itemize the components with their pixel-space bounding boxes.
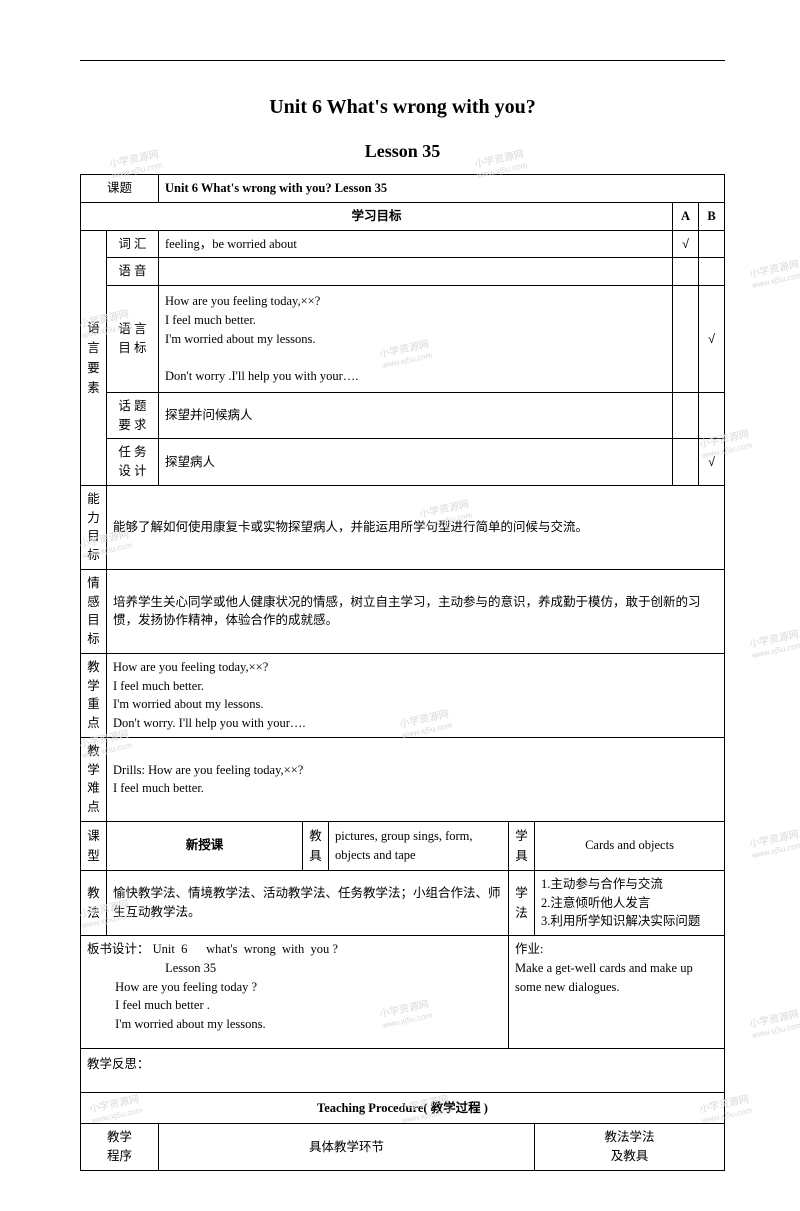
- phonetics-label: 语 音: [107, 258, 159, 286]
- learn-goal-label: 学习目标: [81, 202, 673, 230]
- tool-value: pictures, group sings, form, objects and…: [329, 821, 509, 870]
- task-design-value: 探望病人: [159, 439, 673, 486]
- topic-req-check-b: [699, 392, 725, 439]
- vocab-check-a: √: [673, 230, 699, 258]
- phonetics-check-b: [699, 258, 725, 286]
- lang-goal-value: How are you feeling today,××? I feel muc…: [159, 286, 673, 393]
- phonetics-check-a: [673, 258, 699, 286]
- lang-goal-label: 语 言 目 标: [107, 286, 159, 393]
- col-b: B: [699, 202, 725, 230]
- homework-cell: 作业: Make a get-well cards and make up so…: [509, 936, 725, 1049]
- teach-diff-label: 教学 难点: [81, 737, 107, 821]
- phonetics-value: [159, 258, 673, 286]
- ability-value: 能够了解如何使用康复卡或实物探望病人，并能运用所学句型进行简单的问候与交流。: [107, 485, 725, 569]
- sub-title: Lesson 35: [80, 141, 725, 162]
- proc-col1: 教学 程序: [81, 1124, 159, 1171]
- procedure-title: Teaching Procedure( 教学过程 ): [81, 1092, 725, 1124]
- topic-value: Unit 6 What's wrong with you? Lesson 35: [159, 175, 725, 203]
- vocab-check-b: [699, 230, 725, 258]
- teach-diff-value: Drills: How are you feeling today,××? I …: [107, 737, 725, 821]
- homework-label: 作业:: [515, 942, 543, 956]
- vocab-value: feeling，be worried about: [159, 230, 673, 258]
- topic-req-label: 话 题 要 求: [107, 392, 159, 439]
- col-a: A: [673, 202, 699, 230]
- homework-value: Make a get-well cards and make up some n…: [515, 961, 693, 994]
- ktype-label: 课 型: [81, 821, 107, 870]
- learntool-label: 学 具: [509, 821, 535, 870]
- method-value: 愉快教学法、情境教学法、活动教学法、任务教学法；小组合作法、师生互动教学法。: [107, 870, 509, 935]
- emotion-label: 情感 目标: [81, 569, 107, 653]
- proc-col2: 具体教学环节: [159, 1124, 535, 1171]
- lang-goal-check-a: [673, 286, 699, 393]
- ability-label: 能力 目标: [81, 485, 107, 569]
- board-design-cell: 板书设计： Unit 6 what's wrong with you ? Les…: [81, 936, 509, 1049]
- ktype-value: 新授课: [107, 821, 303, 870]
- tool-label: 教 具: [303, 821, 329, 870]
- learntool-value: Cards and objects: [535, 821, 725, 870]
- learn-method-value: 1.主动参与合作与交流 2.注意倾听他人发言 3.利用所学知识解决实际问题: [535, 870, 725, 935]
- topic-label: 课题: [81, 175, 159, 203]
- method-label: 教 法: [81, 870, 107, 935]
- reflect-label: 教学反思：: [81, 1048, 725, 1092]
- board-label: 板书设计：: [87, 942, 150, 956]
- top-line: [80, 60, 725, 61]
- learn-method-label: 学 法: [509, 870, 535, 935]
- lang-goal-check-b: √: [699, 286, 725, 393]
- lang-element-label: 语 言 要 素: [81, 230, 107, 485]
- teach-focus-label: 教学 重点: [81, 653, 107, 737]
- topic-req-value: 探望并问候病人: [159, 392, 673, 439]
- teach-focus-value: How are you feeling today,××? I feel muc…: [107, 653, 725, 737]
- vocab-label: 词 汇: [107, 230, 159, 258]
- proc-col3: 教法学法 及教具: [535, 1124, 725, 1171]
- lesson-plan-table: 课题 Unit 6 What's wrong with you? Lesson …: [80, 174, 725, 1171]
- emotion-value: 培养学生关心同学或他人健康状况的情感，树立自主学习，主动参与的意识，养成勤于模仿…: [107, 569, 725, 653]
- topic-req-check-a: [673, 392, 699, 439]
- task-design-check-a: [673, 439, 699, 486]
- task-design-label: 任 务 设 计: [107, 439, 159, 486]
- task-design-check-b: √: [699, 439, 725, 486]
- main-title: Unit 6 What's wrong with you?: [80, 96, 725, 119]
